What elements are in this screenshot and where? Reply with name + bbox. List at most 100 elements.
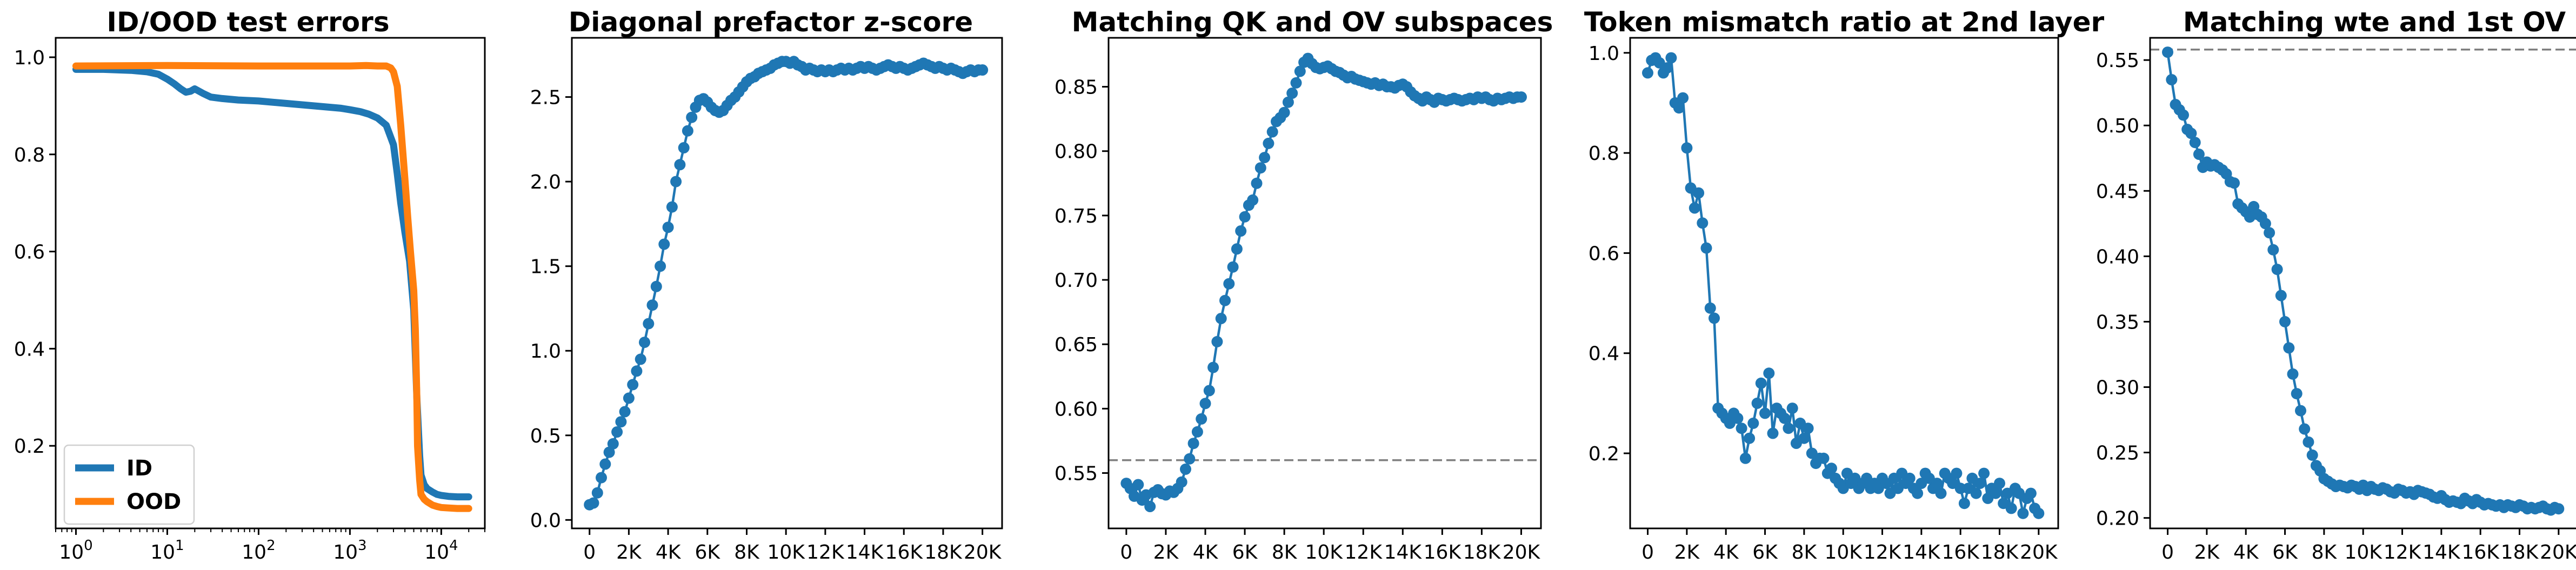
x-tick-label: 8K [2312, 541, 2338, 564]
y-tick-label: 0.8 [1589, 143, 1619, 165]
data-point [650, 280, 662, 292]
x-tick-exponent: 1 [175, 538, 184, 554]
data-point [2299, 423, 2311, 435]
x-tick-base: 10 [333, 541, 358, 564]
plot-area-diagonal-prefactor-z-score: 0 2K 4K 6K 8K 10K 12K 14K 16K 18K 20K 0.0 0.5 1.0 1.5 2… [530, 37, 1003, 564]
data-point [1211, 336, 1223, 347]
x-tick-label: 8K [1792, 541, 1818, 564]
x-tick-label: 100 [59, 538, 92, 564]
subplot-matching-qk-and-ov-subspaces: Matching QK and OV subspaces 0 2K 4K 6K 8K 10… [1055, 6, 1553, 564]
subplot-token-mismatch-ratio: Token mismatch ratio at 2nd layer 0 2K 4K 6… [1584, 6, 2105, 564]
data-point [1904, 472, 1916, 484]
data-point [1144, 501, 1156, 512]
data-point [1767, 427, 1779, 439]
data-point [2259, 218, 2271, 230]
data-point [2017, 507, 2029, 519]
plot-area-matching-qk-and-ov-subspaces: 0 2K 4K 6K 8K 10K 12K 14K 16K 18K 20K 0.55 0.60 0.65 0… [1055, 37, 1542, 564]
data-point [591, 487, 603, 499]
y-tick-label: 0.6 [14, 242, 45, 264]
data-point [2162, 46, 2173, 58]
data-point [2193, 149, 2205, 160]
data-point [1180, 463, 1191, 475]
data-point [682, 125, 693, 137]
x-tick-exponent: 3 [358, 538, 367, 554]
data-point [1951, 467, 1963, 479]
x-tick-label: 14K [1384, 541, 1423, 564]
data-point [2189, 137, 2201, 149]
series-line [1125, 57, 1523, 508]
data-point [1247, 194, 1259, 206]
data-point [1294, 65, 1306, 77]
data-point [1704, 302, 1716, 314]
data-point [1931, 478, 1943, 489]
chart-title: Matching QK and OV subspaces [1072, 6, 1553, 38]
data-point [1958, 498, 1970, 509]
data-point [2178, 109, 2189, 121]
y-tick-label: 0.30 [2096, 377, 2139, 399]
data-point [643, 318, 655, 330]
y-tick-label: 1.0 [1589, 43, 1619, 65]
x-tick-label: 20K [964, 541, 1002, 564]
x-tick-label: 104 [424, 538, 458, 564]
data-point [1223, 278, 1235, 290]
data-point [588, 497, 599, 509]
data-point [607, 438, 619, 450]
y-tick-label: 1.0 [14, 47, 45, 69]
data-point [639, 337, 650, 348]
data-point [1176, 476, 1187, 488]
data-point [1677, 92, 1689, 104]
data-point [1516, 91, 1527, 103]
data-point [1826, 462, 1837, 474]
y-tick-label: 2.5 [530, 87, 561, 109]
data-point [2264, 227, 2275, 239]
data-point [678, 142, 690, 153]
x-tick-label: 2K [1153, 541, 1179, 564]
data-point [2271, 264, 2283, 276]
data-point [655, 260, 666, 272]
x-tick-exponent: 0 [84, 538, 93, 554]
data-point [2185, 128, 2197, 139]
data-point [1642, 67, 1653, 79]
x-tick-base: 10 [242, 541, 266, 564]
data-point [2303, 436, 2314, 448]
data-point [1132, 479, 1144, 491]
y-tick-label: 0.80 [1055, 141, 1098, 163]
data-point [1700, 242, 1712, 254]
data-point [1278, 106, 1290, 118]
y-tick-label: 0.0 [530, 509, 561, 532]
data-point [670, 176, 682, 187]
series-line [1646, 56, 2040, 515]
x-tick-label: 18K [1463, 541, 1501, 564]
y-tick-label: 0.8 [14, 144, 45, 166]
data-point [1239, 211, 1251, 223]
plot-frame [55, 37, 486, 529]
data-point [1732, 412, 1744, 424]
data-point [1954, 482, 1966, 494]
x-tick-label: 4K [1193, 541, 1219, 564]
x-tick-base: 10 [150, 541, 175, 564]
data-point [1665, 52, 1677, 64]
data-point [2228, 177, 2240, 189]
y-tick-label: 0.50 [2096, 115, 2139, 137]
y-tick-label: 0.2 [14, 435, 45, 458]
data-point [1251, 177, 1263, 189]
data-point [1912, 487, 1924, 499]
data-point [1990, 487, 2001, 499]
data-point [631, 365, 643, 377]
y-tick-label: 0.75 [1055, 205, 1098, 227]
x-tick-label: 18K [924, 541, 963, 564]
data-point [1818, 452, 1830, 464]
data-point [623, 392, 635, 404]
data-point [1744, 432, 1756, 444]
data-point [1227, 261, 1239, 273]
data-point [2025, 487, 2037, 499]
data-point [635, 353, 646, 365]
x-tick-label: 16K [1424, 541, 1462, 564]
y-tick-label: 1.0 [530, 340, 561, 363]
y-tick-label: 0.45 [2096, 180, 2139, 203]
data-point [1215, 313, 1227, 324]
x-tick-label: 6K [1752, 541, 1778, 564]
x-tick-label: 10K [1824, 541, 1863, 564]
data-point [1207, 361, 1219, 373]
